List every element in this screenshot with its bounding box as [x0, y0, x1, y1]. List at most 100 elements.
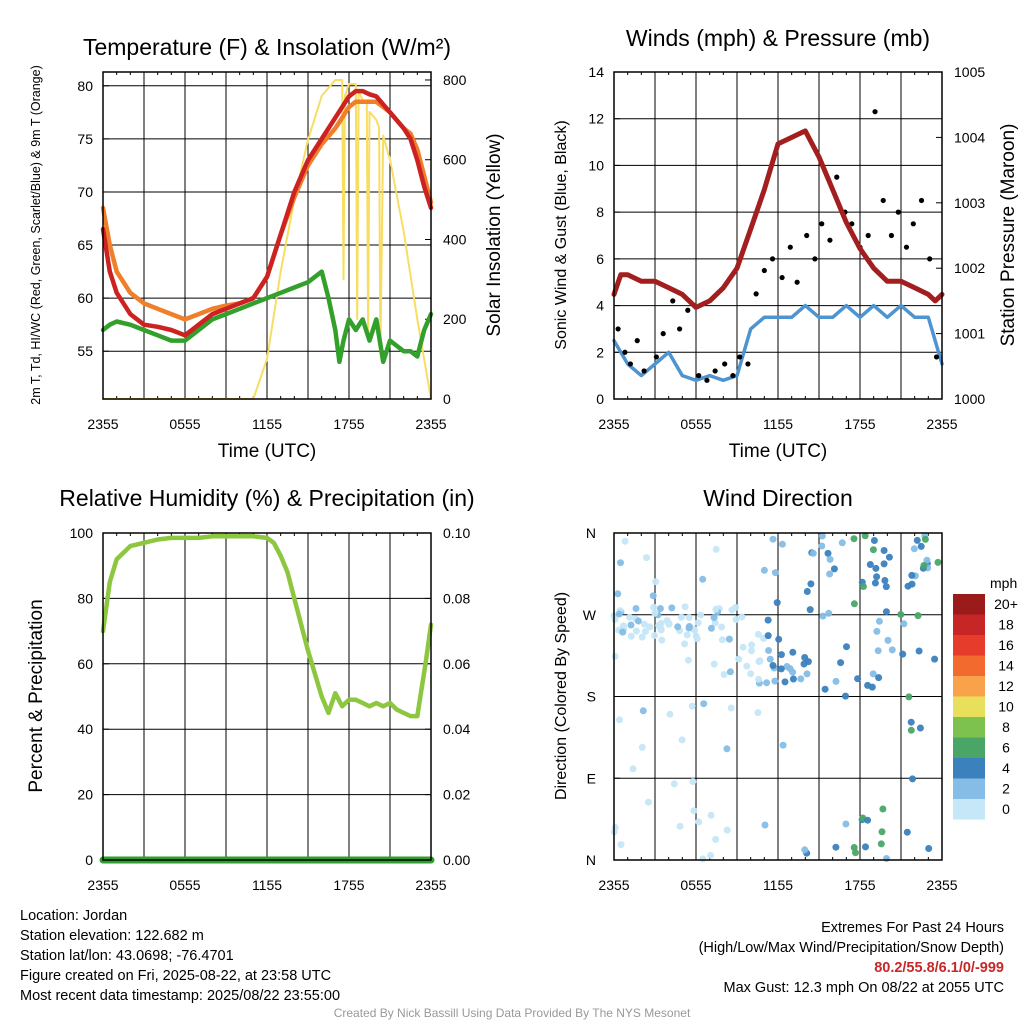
- direction-point: [883, 855, 890, 862]
- direction-point: [697, 611, 705, 619]
- legend-swatch: [953, 737, 985, 758]
- direction-point: [881, 577, 889, 584]
- direction-point: [910, 545, 918, 553]
- gust-point: [696, 373, 702, 379]
- y-tick-label: N: [586, 525, 596, 541]
- direction-point: [685, 614, 693, 621]
- direction-point: [925, 845, 933, 852]
- direction-point: [766, 655, 774, 663]
- direction-point: [783, 663, 791, 670]
- y2-tick-label: 0.02: [443, 787, 470, 803]
- direction-point: [678, 736, 686, 744]
- direction-point: [761, 821, 769, 829]
- legend-label: 8: [1002, 719, 1010, 735]
- legend-label: 0: [1002, 801, 1010, 817]
- direction-point: [621, 537, 629, 545]
- y2-tick-label: 1004: [954, 129, 985, 145]
- direction-point: [769, 535, 777, 543]
- gust-point: [812, 256, 818, 262]
- direction-point: [670, 780, 678, 788]
- gust-point: [910, 221, 916, 227]
- direction-point: [809, 549, 817, 557]
- y-axis-label: Direction (Colored By Speed): [553, 592, 570, 800]
- direction-point: [755, 658, 763, 665]
- direction-point: [900, 620, 908, 628]
- y-tick-label: 4: [596, 298, 604, 314]
- direction-point: [666, 710, 674, 718]
- panel-1: 2355 0555 1155 1755 2355 Temperature (F) & In…: [29, 34, 505, 462]
- direction-point: [614, 590, 622, 598]
- legend-swatch: [953, 799, 985, 820]
- direction-point: [873, 627, 881, 635]
- y-tick-label: 10: [588, 157, 604, 173]
- y2-axis-label: Station Pressure (Maroon): [998, 124, 1019, 347]
- direction-point: [917, 542, 925, 550]
- direction-point: [617, 559, 624, 567]
- gust-point: [622, 349, 628, 355]
- direction-point: [754, 709, 762, 717]
- y-tick-label: 40: [77, 721, 93, 737]
- direction-point: [838, 539, 846, 547]
- direction-point: [748, 647, 755, 655]
- gust-point: [872, 109, 878, 115]
- direction-point: [913, 536, 921, 544]
- relative-humidity-line: [100, 534, 434, 719]
- y-tick-label: 55: [77, 343, 93, 359]
- direction-point: [915, 647, 923, 655]
- direction-point: [764, 632, 772, 640]
- direction-point: [903, 828, 911, 836]
- y2-tick-label: 800: [443, 72, 467, 88]
- x-tick-label: 0555: [680, 416, 711, 432]
- direction-point: [874, 647, 882, 655]
- legend-title: mph: [990, 575, 1017, 591]
- direction-point: [718, 636, 726, 644]
- direction-point: [821, 685, 829, 693]
- speed-legend: mph 20+ 18 16 14 12 10 8 6 4 2 0: [953, 575, 1018, 820]
- direction-point: [771, 677, 779, 685]
- direction-point: [712, 605, 720, 613]
- direction-point: [641, 628, 649, 635]
- gust-point: [827, 237, 833, 243]
- direction-point: [650, 603, 658, 611]
- direction-point: [875, 617, 883, 625]
- direction-point: [726, 668, 734, 676]
- y2-tick-label: 1003: [954, 195, 985, 211]
- y-tick-label: 60: [77, 656, 93, 672]
- direction-point: [789, 648, 797, 656]
- direction-point: [684, 656, 692, 664]
- extremes-description: (High/Low/Max Wind/Precipitation/Snow De…: [698, 940, 1004, 956]
- legend-swatch: [953, 676, 985, 697]
- direction-point: [615, 610, 623, 618]
- direction-point: [632, 605, 640, 612]
- direction-point: [699, 855, 707, 863]
- direction-point: [707, 624, 715, 632]
- gust-point: [722, 361, 728, 367]
- direction-point: [899, 650, 907, 658]
- direction-point: [806, 606, 814, 614]
- y-tick-label: S: [587, 689, 596, 705]
- x-tick-label: 1755: [333, 416, 364, 432]
- direction-point: [738, 613, 746, 621]
- y2-tick-label: 0.06: [443, 656, 470, 672]
- direction-point: [644, 798, 652, 806]
- legend-swatch: [953, 778, 985, 799]
- direction-point: [765, 647, 773, 654]
- y-tick-label: E: [587, 770, 596, 786]
- direction-point: [773, 599, 781, 607]
- y2-tick-label: 400: [443, 231, 467, 247]
- direction-point: [652, 578, 660, 586]
- direction-point: [803, 588, 811, 595]
- direction-point: [869, 670, 877, 678]
- y-tick-label: 12: [588, 111, 604, 127]
- legend-label: 12: [998, 678, 1014, 694]
- y2-tick-label: 1000: [954, 391, 985, 407]
- direction-point: [694, 619, 702, 627]
- direction-point: [797, 675, 805, 683]
- direction-point: [760, 566, 768, 574]
- direction-point: [826, 555, 834, 563]
- direction-point: [692, 632, 700, 640]
- gust-point: [819, 221, 825, 227]
- y2-tick-label: 1005: [954, 64, 985, 80]
- direction-point: [861, 532, 869, 540]
